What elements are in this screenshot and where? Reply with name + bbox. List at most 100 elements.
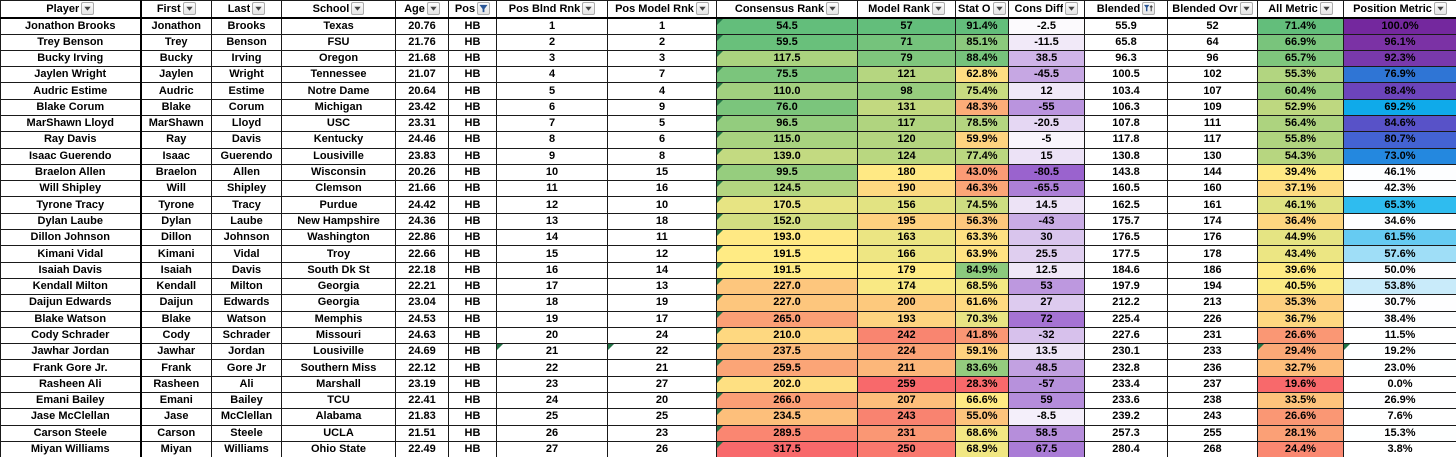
column-header-first[interactable]: First xyxy=(139,0,212,19)
age-cell[interactable]: 21.07 xyxy=(395,66,449,84)
cons_diff-cell[interactable]: -57 xyxy=(1008,375,1085,394)
all_metric-cell[interactable]: 36.7% xyxy=(1257,310,1344,328)
pos_blnd_rnk-cell[interactable]: 7 xyxy=(496,114,608,133)
all_metric-cell[interactable]: 60.4% xyxy=(1257,82,1344,100)
age-cell[interactable]: 24.42 xyxy=(395,196,449,214)
filter-button-pos_blnd_rnk[interactable] xyxy=(582,2,596,16)
first-cell[interactable]: Dylan xyxy=(139,212,212,231)
blended-cell[interactable]: 65.8 xyxy=(1084,33,1168,51)
position_metric-cell[interactable]: 61.5% xyxy=(1343,229,1456,247)
stat_only-cell[interactable]: 55.0% xyxy=(955,408,1009,426)
stat_only-cell[interactable]: 56.3% xyxy=(955,212,1009,231)
blended_ovr-cell[interactable]: 174 xyxy=(1167,212,1258,231)
school-cell[interactable]: Lousiville xyxy=(281,343,396,361)
blended_ovr-cell[interactable]: 213 xyxy=(1167,294,1258,312)
position_metric-cell[interactable]: 76.9% xyxy=(1343,66,1456,84)
blended_ovr-cell[interactable]: 176 xyxy=(1167,229,1258,247)
age-cell[interactable]: 21.83 xyxy=(395,408,449,426)
consensus_rank-cell[interactable]: 191.5 xyxy=(716,261,858,279)
cons_diff-cell[interactable]: -32 xyxy=(1008,326,1085,345)
consensus_rank-cell[interactable]: 202.0 xyxy=(716,375,858,394)
last-cell[interactable]: Allen xyxy=(211,163,282,182)
model_rank-cell[interactable]: 231 xyxy=(857,424,956,442)
first-cell[interactable]: Kimani xyxy=(139,245,212,263)
pos-cell[interactable]: HB xyxy=(448,82,497,100)
model_rank-cell[interactable]: 166 xyxy=(857,245,956,263)
consensus_rank-cell[interactable]: 317.5 xyxy=(716,440,858,457)
school-cell[interactable]: UCLA xyxy=(281,424,396,442)
position_metric-cell[interactable]: 92.3% xyxy=(1343,49,1456,68)
last-cell[interactable]: Williams xyxy=(211,440,282,457)
stat_only-cell[interactable]: 28.3% xyxy=(955,375,1009,394)
model_rank-cell[interactable]: 180 xyxy=(857,163,956,182)
all_metric-cell[interactable]: 46.1% xyxy=(1257,196,1344,214)
consensus_rank-cell[interactable]: 191.5 xyxy=(716,245,858,263)
cons_diff-cell[interactable]: 12 xyxy=(1008,82,1085,100)
last-cell[interactable]: Johnson xyxy=(211,229,282,247)
last-cell[interactable]: Laube xyxy=(211,212,282,231)
age-cell[interactable]: 20.26 xyxy=(395,163,449,182)
pos-cell[interactable]: HB xyxy=(448,66,497,84)
pos_model_rnk-cell[interactable]: 12 xyxy=(607,245,717,263)
last-cell[interactable]: Steele xyxy=(211,424,282,442)
first-cell[interactable]: Jonathon xyxy=(139,17,212,35)
pos_model_rnk-cell[interactable]: 17 xyxy=(607,310,717,328)
pos-cell[interactable]: HB xyxy=(448,212,497,231)
blended_ovr-cell[interactable]: 231 xyxy=(1167,326,1258,345)
first-cell[interactable]: Braelon xyxy=(139,163,212,182)
column-header-blended[interactable]: Blended xyxy=(1084,0,1168,19)
blended_ovr-cell[interactable]: 52 xyxy=(1167,17,1258,35)
age-cell[interactable]: 24.63 xyxy=(395,326,449,345)
blended-cell[interactable]: 177.5 xyxy=(1084,245,1168,263)
pos_model_rnk-cell[interactable]: 27 xyxy=(607,375,717,394)
model_rank-cell[interactable]: 98 xyxy=(857,82,956,100)
pos-cell[interactable]: HB xyxy=(448,408,497,426)
pos_model_rnk-cell[interactable]: 21 xyxy=(607,359,717,377)
school-cell[interactable]: Ohio State xyxy=(281,440,396,457)
player-cell[interactable]: Braelon Allen xyxy=(0,163,141,182)
cons_diff-cell[interactable]: 12.5 xyxy=(1008,261,1085,279)
blended_ovr-cell[interactable]: 107 xyxy=(1167,82,1258,100)
consensus_rank-cell[interactable]: 99.5 xyxy=(716,163,858,182)
pos-cell[interactable]: HB xyxy=(448,147,497,165)
last-cell[interactable]: Irving xyxy=(211,49,282,68)
first-cell[interactable]: Isaiah xyxy=(139,261,212,279)
position_metric-cell[interactable]: 69.2% xyxy=(1343,98,1456,116)
cons_diff-cell[interactable]: -45.5 xyxy=(1008,66,1085,84)
model_rank-cell[interactable]: 174 xyxy=(857,277,956,296)
consensus_rank-cell[interactable]: 227.0 xyxy=(716,277,858,296)
blended_ovr-cell[interactable]: 111 xyxy=(1167,114,1258,133)
model_rank-cell[interactable]: 242 xyxy=(857,326,956,345)
position_metric-cell[interactable]: 42.3% xyxy=(1343,180,1456,198)
stat_only-cell[interactable]: 91.4% xyxy=(955,17,1009,35)
pos-cell[interactable]: HB xyxy=(448,359,497,377)
blended-cell[interactable]: 106.3 xyxy=(1084,98,1168,116)
school-cell[interactable]: Troy xyxy=(281,245,396,263)
model_rank-cell[interactable]: 200 xyxy=(857,294,956,312)
blended_ovr-cell[interactable]: 160 xyxy=(1167,180,1258,198)
player-cell[interactable]: Bucky Irving xyxy=(0,49,141,68)
stat_only-cell[interactable]: 85.1% xyxy=(955,33,1009,51)
first-cell[interactable]: Tyrone xyxy=(139,196,212,214)
pos_model_rnk-cell[interactable]: 4 xyxy=(607,82,717,100)
all_metric-cell[interactable]: 44.9% xyxy=(1257,229,1344,247)
pos_model_rnk-cell[interactable]: 18 xyxy=(607,212,717,231)
all_metric-cell[interactable]: 26.6% xyxy=(1257,408,1344,426)
position_metric-cell[interactable]: 30.7% xyxy=(1343,294,1456,312)
school-cell[interactable]: Washington xyxy=(281,229,396,247)
player-cell[interactable]: Jaylen Wright xyxy=(0,66,141,84)
filter-button-model_rank[interactable] xyxy=(931,2,945,16)
pos-cell[interactable]: HB xyxy=(448,180,497,198)
blended-cell[interactable]: 184.6 xyxy=(1084,261,1168,279)
pos_blnd_rnk-cell[interactable]: 22 xyxy=(496,359,608,377)
model_rank-cell[interactable]: 224 xyxy=(857,343,956,361)
position_metric-cell[interactable]: 88.4% xyxy=(1343,82,1456,100)
first-cell[interactable]: Audric xyxy=(139,82,212,100)
player-cell[interactable]: Kimani Vidal xyxy=(0,245,141,263)
cons_diff-cell[interactable]: 48.5 xyxy=(1008,359,1085,377)
blended-cell[interactable]: 143.8 xyxy=(1084,163,1168,182)
pos_model_rnk-cell[interactable]: 16 xyxy=(607,180,717,198)
pos-cell[interactable]: HB xyxy=(448,17,497,35)
blended_ovr-cell[interactable]: 194 xyxy=(1167,277,1258,296)
last-cell[interactable]: Wright xyxy=(211,66,282,84)
